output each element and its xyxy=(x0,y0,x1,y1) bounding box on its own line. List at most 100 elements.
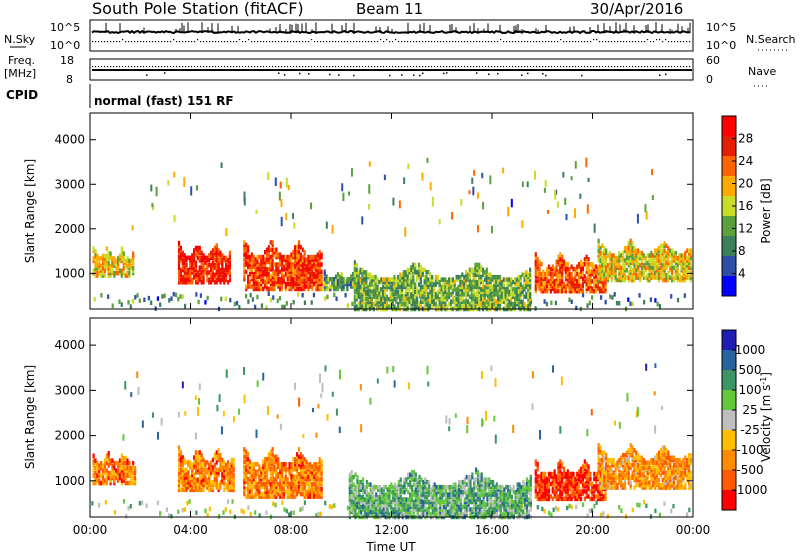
echo-cell xyxy=(273,489,276,494)
echo-cell xyxy=(316,467,319,472)
echo-cell xyxy=(440,277,443,282)
echo-cell xyxy=(333,284,336,289)
echo-cell xyxy=(651,195,654,201)
echo-cell xyxy=(288,464,291,470)
echo-cell xyxy=(228,265,232,270)
echo-cell xyxy=(637,260,640,266)
echo-cell xyxy=(185,477,188,483)
echo-cell xyxy=(440,304,443,309)
cpid-text: normal (fast) 151 RF xyxy=(94,94,234,108)
echo-cell xyxy=(663,258,666,263)
echo-cell xyxy=(542,286,545,292)
echo-cell xyxy=(196,245,199,251)
echo-cell xyxy=(294,486,297,492)
echo-cell xyxy=(221,262,224,268)
echo-cell xyxy=(185,277,188,283)
nsearch-point xyxy=(431,41,433,43)
echo-cell xyxy=(191,485,194,490)
echo-cell xyxy=(689,255,693,261)
nsearch-point xyxy=(122,39,124,41)
echo-cell xyxy=(267,494,270,499)
nsearch-point xyxy=(95,41,97,43)
echo-cell xyxy=(463,304,466,309)
echo-cell xyxy=(263,491,267,497)
nsearch-point xyxy=(125,41,127,43)
echo-cell xyxy=(327,286,330,292)
echo-cell xyxy=(228,475,232,480)
echo-cell xyxy=(263,284,267,289)
nsearch-point xyxy=(362,41,364,43)
echo-cell xyxy=(595,274,598,279)
echo-cell xyxy=(376,279,379,285)
echo-cell xyxy=(566,279,569,284)
echo-cell xyxy=(314,272,318,277)
nave-point xyxy=(545,66,547,68)
echo-cell xyxy=(256,274,259,279)
echo-cell xyxy=(183,507,187,512)
echo-cell xyxy=(669,265,672,271)
echo-cell xyxy=(383,284,387,290)
echo-cell xyxy=(602,288,605,294)
echo-cell xyxy=(627,260,630,266)
echo-cell xyxy=(502,287,505,292)
nave-point xyxy=(476,66,478,68)
echo-cell xyxy=(311,264,314,270)
echo-cell xyxy=(367,482,370,487)
echo-cell xyxy=(318,469,321,475)
echo-cell xyxy=(109,478,112,483)
echo-cell xyxy=(601,255,604,261)
echo-cell xyxy=(425,292,428,297)
nave-point xyxy=(413,66,415,68)
echo-cell xyxy=(588,300,591,306)
echo-cell xyxy=(674,268,677,273)
echo-cell xyxy=(399,296,402,302)
echo-cell xyxy=(559,262,562,267)
echo-cell xyxy=(263,269,267,275)
echo-cell xyxy=(101,475,105,481)
echo-cell xyxy=(371,494,374,500)
echo-cell xyxy=(551,281,554,287)
echo-cell xyxy=(395,289,398,295)
echo-cell xyxy=(431,304,434,309)
echo-cell xyxy=(374,289,377,295)
echo-cell xyxy=(470,284,473,290)
echo-cell xyxy=(412,279,415,285)
echo-cell xyxy=(536,284,539,289)
power-x-ticks xyxy=(89,113,694,309)
echo-cell xyxy=(191,487,194,493)
echo-cell xyxy=(103,468,107,473)
echo-cell xyxy=(297,240,301,245)
echo-cell xyxy=(262,259,265,265)
echo-cell xyxy=(687,270,691,275)
echo-cell xyxy=(228,477,232,483)
echo-cell xyxy=(215,280,218,285)
echo-cell xyxy=(198,457,201,463)
echo-cell xyxy=(368,287,372,292)
echo-cell xyxy=(250,269,253,275)
echo-cell xyxy=(299,264,302,270)
echo-cell xyxy=(211,275,215,280)
echo-cell xyxy=(299,464,302,470)
echo-cell xyxy=(245,245,248,250)
echo-cell xyxy=(117,266,120,271)
nsearch-point xyxy=(662,41,664,43)
echo-cell xyxy=(254,494,257,499)
echo-cell xyxy=(350,494,353,500)
echo-cell xyxy=(208,257,211,263)
echo-cell xyxy=(612,258,615,263)
echo-cell xyxy=(187,470,190,475)
echo-cell xyxy=(213,257,216,263)
echo-cell xyxy=(181,280,184,285)
echo-cell xyxy=(352,502,355,507)
echo-cell xyxy=(384,484,387,490)
echo-cell xyxy=(226,260,230,265)
echo-cell xyxy=(348,479,351,485)
echo-cell xyxy=(260,481,263,487)
echo-cell xyxy=(215,485,218,490)
nave-point xyxy=(452,66,454,68)
echo-cell xyxy=(538,259,541,265)
echo-cell xyxy=(213,455,216,460)
echo-cell xyxy=(109,460,112,466)
echo-cell xyxy=(299,491,302,497)
